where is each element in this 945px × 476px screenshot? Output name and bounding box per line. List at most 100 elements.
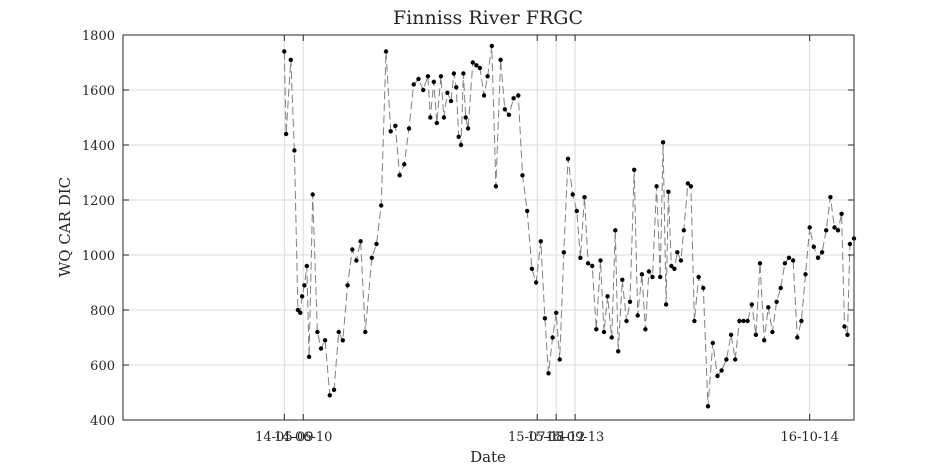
data-point bbox=[369, 255, 374, 260]
data-point bbox=[565, 156, 571, 161]
data-point bbox=[786, 255, 792, 260]
data-point bbox=[441, 115, 447, 120]
data-point bbox=[485, 74, 490, 79]
data-point bbox=[658, 274, 663, 280]
data-point bbox=[815, 255, 821, 260]
data-point bbox=[663, 302, 669, 307]
data-point bbox=[728, 332, 734, 337]
gridlines bbox=[123, 34, 854, 421]
data-point bbox=[770, 329, 775, 335]
data-point bbox=[383, 49, 389, 54]
data-point bbox=[799, 318, 804, 324]
x-tick-label: 14-06-10 bbox=[274, 430, 332, 445]
y-tick-label: 600 bbox=[90, 359, 115, 374]
data-point bbox=[737, 318, 742, 324]
data-point bbox=[582, 195, 587, 200]
y-tick-label: 800 bbox=[90, 304, 115, 319]
data-point bbox=[790, 258, 796, 263]
data-point bbox=[470, 60, 475, 65]
data-point bbox=[624, 318, 629, 324]
data-point bbox=[550, 335, 555, 340]
data-point bbox=[327, 393, 332, 398]
data-point bbox=[741, 318, 746, 324]
data-point bbox=[601, 329, 607, 335]
y-tick-label: 400 bbox=[90, 414, 115, 429]
data-point bbox=[675, 250, 680, 255]
data-point bbox=[627, 299, 633, 304]
data-point bbox=[416, 76, 421, 82]
data-point bbox=[340, 338, 345, 343]
data-point bbox=[646, 269, 652, 274]
data-point bbox=[542, 316, 548, 321]
y-tick-label: 1000 bbox=[82, 249, 115, 264]
y-axis-label: WQ CAR DIC bbox=[56, 177, 74, 277]
data-point bbox=[448, 98, 454, 104]
data-point bbox=[643, 327, 648, 332]
data-point bbox=[322, 338, 328, 343]
data-point bbox=[506, 112, 512, 118]
data-point bbox=[620, 277, 625, 282]
data-point bbox=[774, 299, 779, 304]
data-point bbox=[310, 192, 315, 197]
y-tick-label: 1200 bbox=[82, 194, 115, 209]
data-point bbox=[847, 241, 853, 247]
data-point bbox=[302, 283, 307, 288]
x-axis-label: Date bbox=[470, 448, 506, 466]
data-point bbox=[421, 87, 426, 93]
data-point bbox=[511, 96, 516, 101]
data-point bbox=[609, 335, 614, 340]
x-tick-label: 14-05-09 bbox=[255, 430, 313, 445]
data-point bbox=[554, 310, 559, 315]
data-point bbox=[632, 167, 637, 172]
data-point bbox=[397, 173, 402, 178]
data-point bbox=[749, 302, 754, 307]
data-point bbox=[678, 258, 684, 263]
data-point bbox=[598, 258, 603, 263]
x-tick-label: 15-07-11 bbox=[508, 430, 566, 445]
series-group bbox=[282, 43, 857, 409]
data-point bbox=[666, 189, 671, 194]
data-point bbox=[402, 162, 407, 167]
data-point bbox=[724, 357, 729, 362]
data-point bbox=[811, 244, 816, 249]
data-point bbox=[315, 329, 320, 335]
data-point bbox=[288, 57, 293, 62]
data-point bbox=[692, 318, 697, 324]
data-point bbox=[388, 129, 393, 134]
data-point bbox=[445, 90, 450, 96]
data-point bbox=[803, 272, 808, 277]
series-line bbox=[283, 45, 855, 407]
data-point bbox=[778, 285, 783, 291]
data-point bbox=[650, 274, 655, 280]
data-point bbox=[561, 250, 566, 255]
data-point bbox=[839, 211, 844, 216]
data-point bbox=[374, 241, 379, 247]
data-point bbox=[406, 126, 412, 131]
data-point bbox=[828, 195, 833, 200]
x-tick-label: 16-10-14 bbox=[780, 430, 838, 445]
data-point bbox=[358, 239, 363, 244]
data-point bbox=[428, 115, 433, 120]
data-point bbox=[331, 387, 337, 392]
data-point bbox=[807, 225, 812, 230]
data-point bbox=[639, 272, 645, 277]
data-point bbox=[393, 123, 398, 128]
y-tick-label: 1400 bbox=[82, 139, 115, 154]
data-point bbox=[590, 263, 595, 269]
data-point bbox=[654, 184, 659, 189]
data-point bbox=[318, 346, 324, 351]
data-point bbox=[672, 266, 677, 271]
data-point bbox=[570, 192, 575, 197]
data-point bbox=[766, 305, 771, 310]
data-point bbox=[283, 131, 289, 137]
data-point bbox=[578, 255, 583, 260]
data-point bbox=[465, 126, 471, 131]
data-point bbox=[306, 354, 312, 359]
data-point bbox=[456, 134, 461, 139]
data-point bbox=[489, 43, 494, 49]
data-point bbox=[477, 65, 483, 71]
data-point bbox=[681, 228, 686, 233]
data-point bbox=[585, 261, 591, 266]
